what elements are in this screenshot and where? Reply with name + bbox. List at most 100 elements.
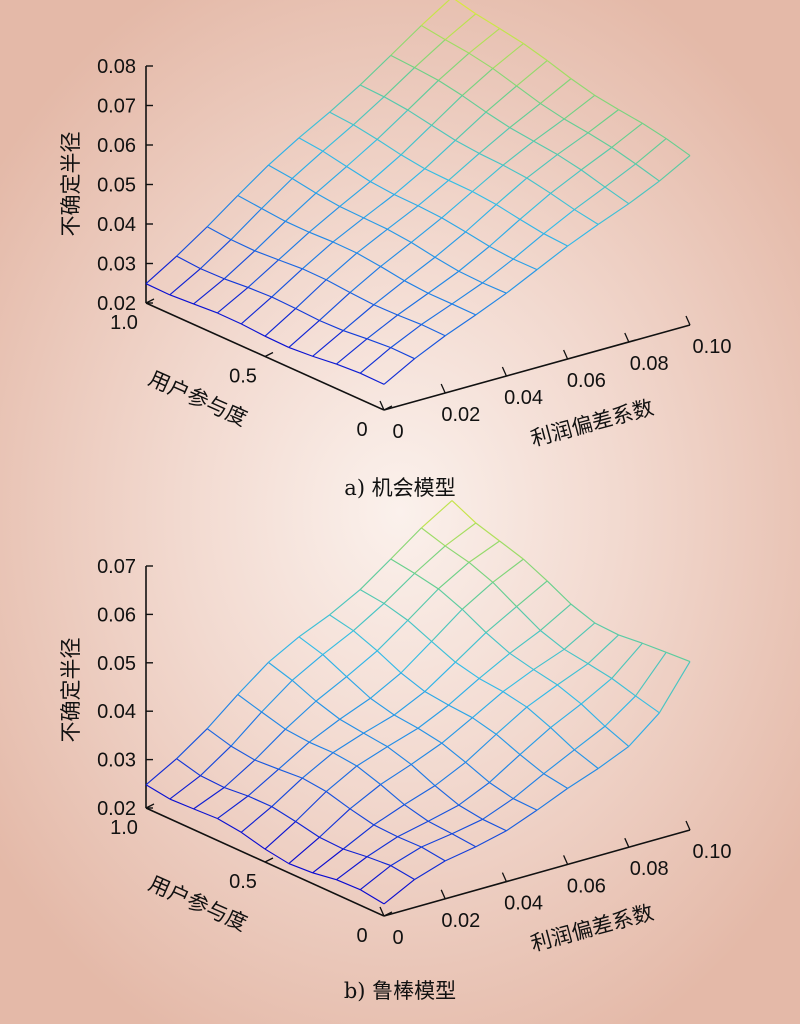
z-axis-label: 不确定半径 — [59, 638, 83, 743]
mesh-line — [516, 606, 541, 631]
mesh-line — [200, 775, 225, 789]
mesh-line — [431, 95, 463, 126]
mesh-line — [478, 152, 504, 166]
mesh-line — [390, 54, 415, 69]
mesh-line — [665, 138, 691, 157]
mesh-line — [285, 700, 317, 730]
mesh-line — [380, 763, 412, 785]
mesh-line — [540, 102, 565, 120]
x-axis-label: 利润偏差系数 — [528, 900, 656, 956]
mesh-line — [526, 177, 551, 194]
mesh-line — [455, 111, 487, 141]
mesh-line — [376, 619, 409, 652]
mesh-line — [383, 358, 415, 385]
mesh-line — [390, 527, 422, 560]
mesh-line — [206, 728, 232, 747]
mesh-line — [421, 303, 453, 326]
mesh-line — [383, 572, 416, 604]
mesh-line — [570, 603, 596, 624]
mesh-line — [421, 500, 453, 529]
mesh-line — [291, 679, 317, 702]
mesh-line — [438, 79, 463, 97]
mesh-line — [642, 642, 667, 653]
mesh-line — [200, 745, 232, 777]
mesh-line — [611, 677, 636, 697]
mesh-line — [482, 258, 514, 284]
y-tick-mark — [145, 803, 155, 809]
mesh-line — [353, 602, 385, 632]
mesh-line — [359, 372, 385, 385]
mesh-line — [431, 124, 456, 141]
mesh-line — [478, 127, 511, 154]
z-axis-label: 不确定半径 — [59, 132, 83, 237]
mesh-line — [489, 245, 514, 260]
x-tick-label: 0.06 — [567, 370, 606, 392]
mesh-line — [516, 85, 541, 104]
mesh-line — [509, 652, 534, 671]
mesh-line — [424, 139, 456, 170]
mesh-line — [390, 25, 422, 56]
mesh-line — [512, 258, 538, 271]
mesh-line — [387, 205, 419, 230]
x-tick-label: 0.04 — [504, 387, 543, 409]
mesh-line — [563, 94, 596, 120]
mesh-line — [363, 714, 395, 734]
mesh-line — [298, 614, 330, 638]
mesh-line — [366, 856, 392, 867]
mesh-line — [427, 804, 460, 822]
z-tick-label: 0.08 — [97, 56, 136, 78]
mesh-line — [438, 561, 470, 590]
mesh-line — [240, 831, 266, 850]
mesh-line — [546, 60, 572, 80]
mesh-line — [302, 752, 334, 779]
z-ticks: 0.02 0.03 0.04 0.05 0.06 0.07 0.08 — [97, 56, 153, 315]
mesh-line — [533, 140, 558, 156]
mesh-line — [574, 209, 599, 225]
mesh-line — [332, 732, 364, 754]
mesh-line — [407, 588, 439, 621]
mesh-line — [441, 742, 466, 763]
y-tick-mark — [264, 351, 274, 358]
mesh-line — [570, 78, 596, 96]
mesh-line — [400, 672, 426, 692]
mesh-line — [502, 669, 534, 693]
mesh-line — [315, 192, 341, 207]
mesh-line — [492, 581, 518, 607]
mesh-line — [455, 661, 480, 679]
mesh-line — [407, 109, 432, 126]
z-tick-label: 0.07 — [97, 556, 136, 578]
mesh-line — [200, 239, 232, 270]
mesh-line — [557, 684, 582, 705]
mesh-line — [427, 820, 453, 835]
mesh-line — [312, 330, 344, 357]
mesh-line — [240, 323, 266, 337]
mesh-line — [502, 691, 528, 708]
caption-b: b) 鲁棒模型 — [344, 979, 456, 1003]
mesh-line — [237, 694, 262, 713]
z-tick-label: 0.04 — [97, 214, 136, 236]
mesh-line — [523, 43, 548, 61]
mesh-line — [325, 765, 358, 792]
mesh-line — [261, 207, 286, 222]
mesh-line — [495, 204, 521, 220]
mesh-line — [574, 725, 606, 751]
mesh-line — [302, 777, 327, 793]
mesh-line — [468, 28, 500, 54]
mesh-line — [414, 67, 439, 81]
mesh-line — [461, 68, 494, 96]
mesh-line — [502, 164, 528, 179]
mesh-line — [417, 179, 449, 207]
x-axis-line — [383, 324, 691, 411]
mesh-line — [458, 270, 483, 284]
mesh-line — [319, 319, 344, 332]
mesh-line — [468, 52, 494, 69]
mesh-line — [472, 190, 497, 206]
mesh-line — [434, 785, 460, 806]
mesh-line — [332, 752, 358, 767]
mesh-line — [410, 241, 436, 258]
mesh-line — [387, 746, 412, 765]
mesh-line — [472, 717, 497, 735]
mesh-line — [363, 217, 388, 230]
mesh-line — [254, 220, 286, 252]
mesh-line — [373, 304, 398, 316]
